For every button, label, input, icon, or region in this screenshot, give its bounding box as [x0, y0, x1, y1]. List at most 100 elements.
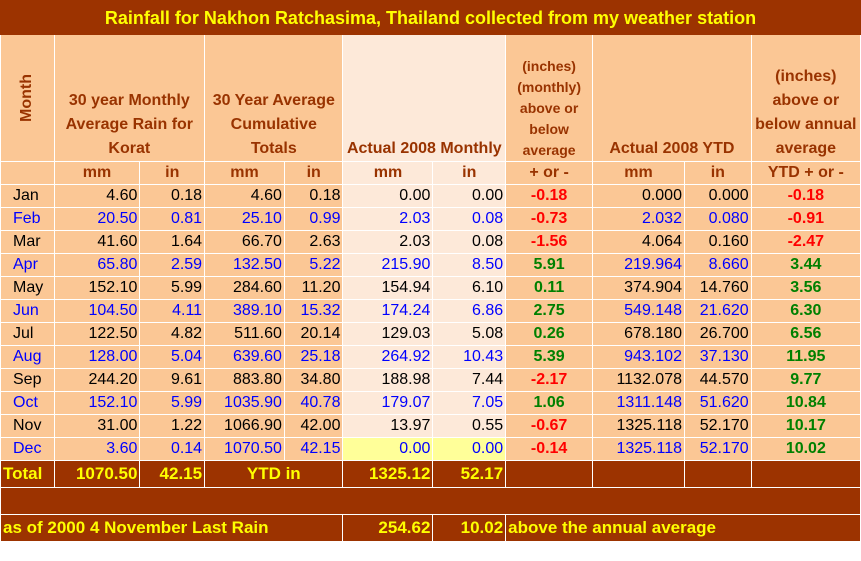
diff-cell: 2.75: [505, 299, 594, 323]
diff-cell: -1.56: [505, 230, 594, 254]
ytd-mm-cell: 549.148: [592, 299, 685, 323]
cum-in-cell: 5.22: [283, 253, 344, 277]
month-cell: Aug: [0, 345, 55, 369]
diff-cell: 5.39: [505, 345, 594, 369]
act-in-cell: 10.43: [432, 345, 507, 369]
cum-in-cell: 42.15: [283, 437, 344, 461]
month-cell: Nov: [0, 414, 55, 438]
act-in-cell: 0.55: [432, 414, 507, 438]
avg-in-cell: 0.14: [139, 437, 206, 461]
cum-mm-cell: 25.10: [204, 207, 285, 231]
avg-mm-cell: 152.10: [53, 391, 141, 415]
total-empty-2: [592, 460, 685, 488]
act-mm-cell: 2.03: [342, 230, 434, 254]
act-mm-cell: 0.00: [342, 184, 434, 208]
unit-act-in: in: [432, 161, 507, 185]
avg-mm-cell: 4.60: [53, 184, 141, 208]
table-row: Feb 20.50 0.81 25.10 0.99 2.03 0.08 -0.73 2.032 0…: [0, 207, 861, 231]
avg-mm-cell: 3.60: [53, 437, 141, 461]
act-in-cell: 7.44: [432, 368, 507, 392]
table-row: Nov 31.00 1.22 1066.90 42.00 13.97 0.55 -0.67 13…: [0, 414, 861, 438]
unit-act-mm: mm: [342, 161, 434, 185]
title-row: Rainfall for Nakhon Ratchasima, Thailand…: [0, 0, 861, 35]
act-in-cell: 7.05: [432, 391, 507, 415]
avg-mm-cell: 31.00: [53, 414, 141, 438]
cum-mm-cell: 1070.50: [204, 437, 285, 461]
unit-ytd-in: in: [683, 161, 752, 185]
avg-in-cell: 9.61: [139, 368, 206, 392]
diff-cell: -2.17: [505, 368, 594, 392]
unit-ytd-diff: YTD + or -: [750, 161, 861, 185]
month-cell: Feb: [0, 207, 55, 231]
act-mm-cell: 0.00: [342, 437, 434, 461]
act-in-cell: 5.08: [432, 322, 507, 346]
avg-cumulative-header: 30 Year Average Cumulative Totals: [204, 34, 344, 162]
ytd-in-cell: 14.760: [683, 276, 752, 300]
ytd-mm-cell: 1325.118: [592, 414, 685, 438]
ytd-diff-cell: 6.30: [750, 299, 861, 323]
ytd-mm-cell: 0.000: [592, 184, 685, 208]
act-mm-cell: 215.90: [342, 253, 434, 277]
monthly-diff-header: (inches) (monthly) above or below averag…: [505, 34, 594, 162]
avg-in-cell: 2.59: [139, 253, 206, 277]
cum-in-cell: 2.63: [283, 230, 344, 254]
act-in-cell: 0.00: [432, 184, 507, 208]
unit-cum-mm: mm: [204, 161, 285, 185]
month-header-label: Month: [18, 74, 36, 122]
ytd-diff-cell: 10.17: [750, 414, 861, 438]
ytd-in-cell: 37.130: [683, 345, 752, 369]
ytd-in-cell: 51.620: [683, 391, 752, 415]
diff-cell: 1.06: [505, 391, 594, 415]
ytd-mm-cell: 1311.148: [592, 391, 685, 415]
unit-ytd-mm: mm: [592, 161, 685, 185]
ytd-diff-cell: -0.18: [750, 184, 861, 208]
avg-mm-cell: 152.10: [53, 276, 141, 300]
ytd-in-cell: 26.700: [683, 322, 752, 346]
diff-cell: 5.91: [505, 253, 594, 277]
cum-mm-cell: 284.60: [204, 276, 285, 300]
table-row: Jun 104.50 4.11 389.10 15.32 174.24 6.86 2.75 54…: [0, 299, 861, 323]
total-empty-4: [750, 460, 861, 488]
cum-mm-cell: 511.60: [204, 322, 285, 346]
avg-in-cell: 0.18: [139, 184, 206, 208]
month-header: Month: [0, 34, 55, 162]
ytd-in-cell: 52.170: [683, 437, 752, 461]
ytd-diff-cell: 11.95: [750, 345, 861, 369]
table-body: Jan 4.60 0.18 4.60 0.18 0.00 0.00 -0.18 0.000 0.0…: [0, 184, 861, 461]
footer-row: as of 2000 4 November Last Rain 254.62 1…: [0, 514, 861, 542]
ytd-diff-cell: 3.44: [750, 253, 861, 277]
act-mm-cell: 13.97: [342, 414, 434, 438]
act-in-cell: 8.50: [432, 253, 507, 277]
footer-note: above the annual average: [505, 514, 861, 542]
act-mm-cell: 2.03: [342, 207, 434, 231]
ytd-diff-cell: 6.56: [750, 322, 861, 346]
avg-in-cell: 0.81: [139, 207, 206, 231]
footer-mm: 254.62: [342, 514, 434, 542]
avg-mm-cell: 128.00: [53, 345, 141, 369]
cum-in-cell: 0.18: [283, 184, 344, 208]
avg-in-cell: 1.64: [139, 230, 206, 254]
act-mm-cell: 129.03: [342, 322, 434, 346]
month-cell: Jun: [0, 299, 55, 323]
ytd-mm-cell: 1325.118: [592, 437, 685, 461]
spacer-cell: [0, 487, 861, 515]
avg-in-cell: 5.99: [139, 391, 206, 415]
cum-mm-cell: 4.60: [204, 184, 285, 208]
ytd-in-cell: 52.170: [683, 414, 752, 438]
avg-in-cell: 5.04: [139, 345, 206, 369]
table-row: Sep 244.20 9.61 883.80 34.80 188.98 7.44 -2.17 1…: [0, 368, 861, 392]
ytd-diff-cell: 9.77: [750, 368, 861, 392]
avg-in-cell: 4.11: [139, 299, 206, 323]
ytd-in-cell: 0.160: [683, 230, 752, 254]
ytd-mm-cell: 374.904: [592, 276, 685, 300]
actual-monthly-header: Actual 2008 Monthly: [342, 34, 507, 162]
table-row: Jul 122.50 4.82 511.60 20.14 129.03 5.08 0.26 67…: [0, 322, 861, 346]
ytd-diff-header: (inches) above or below annual average: [750, 34, 861, 162]
cum-in-cell: 11.20: [283, 276, 344, 300]
act-in-cell: 6.86: [432, 299, 507, 323]
month-cell: Apr: [0, 253, 55, 277]
ytd-mm-cell: 678.180: [592, 322, 685, 346]
avg-mm-cell: 65.80: [53, 253, 141, 277]
act-mm-cell: 264.92: [342, 345, 434, 369]
act-mm-cell: 154.94: [342, 276, 434, 300]
